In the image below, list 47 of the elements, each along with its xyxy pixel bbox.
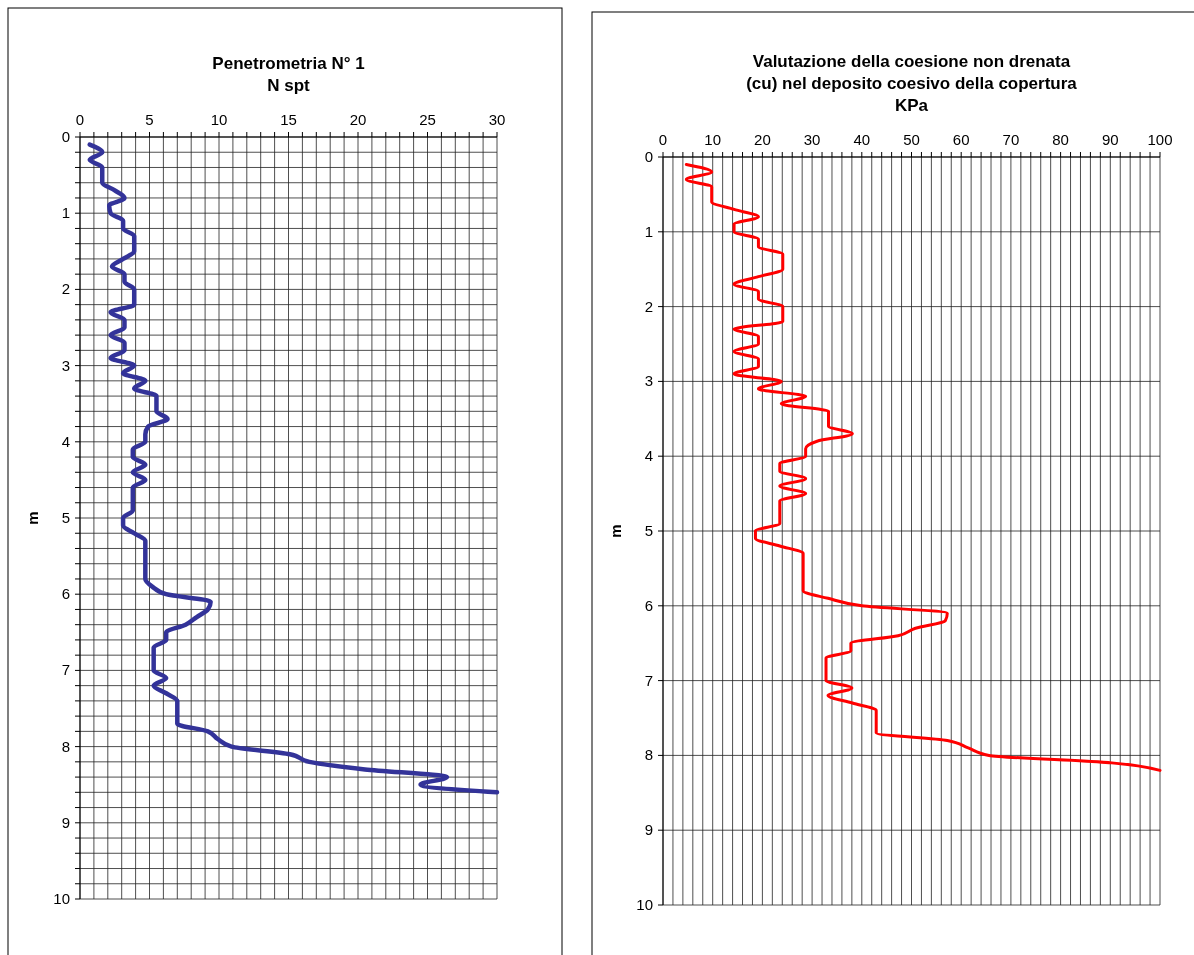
y-tick-label: 3 [61,356,70,374]
x-tick-label: 20 [349,111,367,128]
y-tick-label: 5 [644,522,653,539]
x-tick-label: 15 [280,111,297,128]
x-tick-label: 30 [803,131,821,148]
y-tick-label: 1 [61,204,70,222]
x-tick-label: 100 [1147,131,1173,148]
y-tick-label: 9 [644,821,653,839]
x-tick-label: 60 [952,131,970,148]
y-axis-title: m [607,524,624,538]
x-tick-label: 0 [75,111,85,128]
chart-subtitle: N spt [267,76,311,95]
y-tick-label: 6 [644,596,653,614]
y-tick-label: 2 [61,280,70,298]
x-tick-label: 20 [754,131,771,148]
x-tick-label: 10 [210,111,228,128]
chart-title: Penetrometria N° 1 [212,54,365,73]
y-tick-label: 5 [61,509,70,526]
y-tick-label: 7 [61,661,70,679]
x-tick-label: 70 [1002,131,1020,148]
y-tick-label: 3 [644,372,653,390]
y-tick-label: 10 [53,890,70,907]
y-tick-label: 10 [636,896,653,913]
y-tick-label: 8 [644,746,653,764]
y-tick-label: 6 [61,585,70,603]
y-tick-label: 2 [644,297,653,315]
y-tick-label: 9 [61,813,70,831]
chart-title: Valutazione della coesione non drenata (cu) nel deposito coesivo della copertura [746,52,1078,93]
x-tick-label: 50 [903,131,920,148]
x-tick-label: 10 [704,131,722,148]
x-tick-label: 30 [488,111,506,128]
y-tick-label: 4 [644,447,653,465]
x-tick-label: 5 [145,111,154,128]
y-tick-label: 7 [644,671,653,689]
line-series [684,162,1162,772]
x-tick-label: 80 [1052,131,1069,148]
chart-subtitle: KPa [894,96,929,115]
x-tick-label: 90 [1101,131,1119,148]
y-tick-label: 1 [644,222,653,240]
x-tick-label: 25 [419,111,436,128]
y-tick-label: 8 [61,737,70,755]
y-tick-label: 4 [61,432,70,450]
line-series [87,142,500,795]
x-tick-label: 0 [658,131,668,148]
x-tick-label: 40 [853,131,871,148]
y-tick-label: 0 [644,148,653,165]
y-axis-title: m [24,511,41,525]
